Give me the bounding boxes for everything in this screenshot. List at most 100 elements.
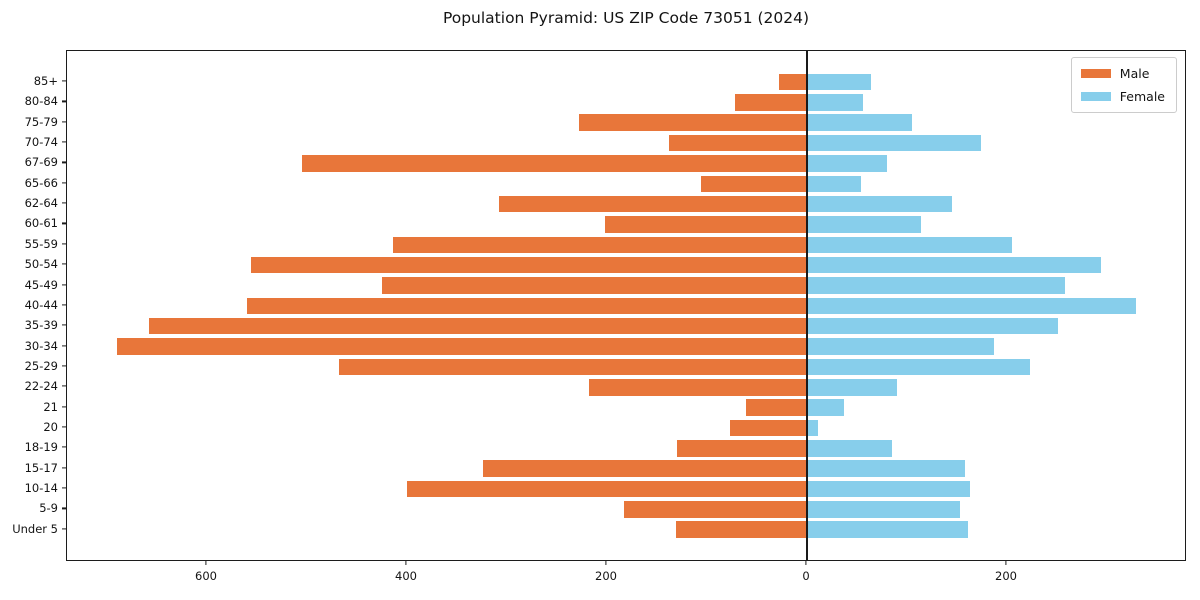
x-tick-mark	[605, 561, 607, 565]
legend-entry-female: Female	[1080, 89, 1165, 104]
bar-male-30-34	[117, 338, 807, 355]
bar-male-50-54	[251, 256, 807, 274]
legend-label-female: Female	[1119, 89, 1165, 104]
bar-female-40-44	[807, 297, 1136, 315]
bar-female-85+	[807, 73, 871, 91]
x-tick-mark	[1005, 561, 1007, 565]
y-tick-mark	[61, 426, 66, 428]
bar-male-80-84	[735, 94, 807, 111]
y-tick-label-62-64: 62-64	[24, 196, 58, 211]
bar-female-80-84	[807, 94, 863, 111]
y-tick-label-18-19: 18-19	[24, 440, 58, 455]
x-tick-label-200: 200	[995, 569, 1017, 583]
zero-axis-line	[806, 51, 808, 560]
bar-female-55-59	[807, 236, 1012, 254]
bar-female-67-69	[807, 155, 887, 172]
y-tick-label-15-17: 15-17	[24, 460, 58, 475]
bar-female-21	[807, 399, 844, 416]
y-tick-mark	[61, 487, 66, 489]
y-tick-label-30-34: 30-34	[24, 338, 58, 353]
bar-female-45-49	[807, 277, 1065, 294]
bar-female-50-54	[807, 256, 1101, 274]
bar-male-85+	[779, 73, 807, 91]
y-tick-mark	[61, 121, 66, 123]
x-tick-mark	[805, 561, 807, 565]
male-legend-swatch	[1080, 69, 1111, 78]
bar-male-20	[730, 419, 807, 437]
y-tick-label-10-14: 10-14	[24, 481, 58, 495]
y-tick-mark	[61, 507, 66, 509]
bar-male-under-5	[676, 521, 807, 538]
bar-male-15-17	[483, 460, 807, 477]
bar-female-60-61	[807, 216, 921, 233]
y-tick-label-80-84: 80-84	[24, 94, 58, 109]
y-tick-label-75-79: 75-79	[24, 114, 58, 129]
y-tick-mark	[61, 263, 66, 265]
y-tick-mark	[61, 100, 66, 102]
y-tick-mark	[61, 446, 66, 448]
bar-female-10-14	[807, 480, 970, 498]
y-tick-label-85+: 85+	[33, 74, 58, 88]
bar-male-21	[746, 399, 807, 416]
y-tick-mark	[61, 182, 66, 184]
bar-male-62-64	[499, 195, 807, 213]
bar-female-15-17	[807, 460, 965, 477]
y-tick-mark	[61, 406, 66, 408]
y-tick-mark	[61, 222, 66, 225]
bar-female-65-66	[807, 175, 861, 192]
legend: Male Female	[1070, 57, 1177, 113]
bar-male-18-19	[677, 440, 807, 457]
bar-male-5-9	[624, 501, 807, 518]
bar-female-30-34	[807, 338, 994, 355]
y-tick-label-under-5: Under 5	[12, 521, 58, 536]
y-tick-label-25-29: 25-29	[24, 358, 58, 373]
x-tick-mark	[405, 561, 407, 565]
y-tick-label-60-61: 60-61	[24, 216, 58, 231]
y-tick-mark	[61, 528, 66, 530]
y-tick-label-40-44: 40-44	[24, 297, 58, 312]
y-tick-label-45-49: 45-49	[24, 277, 58, 292]
bar-male-65-66	[701, 175, 807, 192]
legend-entry-male: Male	[1080, 66, 1165, 81]
bar-female-22-24	[807, 379, 897, 396]
female-legend-swatch	[1080, 92, 1111, 101]
bar-female-25-29	[807, 358, 1030, 376]
y-tick-label-55-59: 55-59	[24, 236, 58, 251]
y-tick-label-22-24: 22-24	[24, 379, 58, 394]
y-tick-label-50-54: 50-54	[24, 257, 58, 272]
y-tick-label-67-69: 67-69	[24, 155, 58, 170]
y-tick-label-70-74: 70-74	[24, 135, 58, 150]
plot-area: Male Female	[66, 50, 1186, 561]
y-tick-mark	[61, 324, 66, 326]
bar-male-67-69	[302, 155, 807, 172]
bar-female-20	[807, 419, 818, 437]
y-tick-label-65-66: 65-66	[24, 175, 58, 190]
y-tick-mark	[61, 141, 66, 143]
bar-male-60-61	[605, 216, 807, 233]
bar-female-62-64	[807, 195, 952, 213]
y-tick-mark	[61, 467, 66, 469]
y-tick-mark	[61, 304, 66, 306]
bar-male-75-79	[579, 114, 807, 131]
y-tick-mark	[61, 344, 66, 347]
chart-title: Population Pyramid: US ZIP Code 73051 (2…	[442, 9, 810, 27]
y-tick-mark	[61, 243, 66, 245]
x-tick-mark	[205, 561, 207, 565]
x-tick-label-400: 400	[395, 569, 417, 583]
y-tick-mark	[61, 202, 66, 204]
bar-female-5-9	[807, 501, 960, 518]
x-tick-label-0: 0	[802, 569, 810, 583]
bar-male-10-14	[407, 480, 807, 498]
bar-female-18-19	[807, 440, 892, 457]
y-tick-label-35-39: 35-39	[24, 318, 58, 333]
y-tick-mark	[61, 365, 66, 367]
y-tick-label-5-9: 5-9	[39, 501, 58, 516]
bar-male-40-44	[247, 297, 807, 315]
y-tick-mark	[61, 385, 66, 387]
bar-male-45-49	[382, 277, 807, 294]
bar-male-35-39	[149, 317, 807, 335]
x-tick-label-200: 200	[595, 569, 617, 583]
bar-female-75-79	[807, 114, 912, 131]
x-tick-label-600: 600	[195, 569, 217, 583]
y-tick-mark	[61, 161, 66, 163]
